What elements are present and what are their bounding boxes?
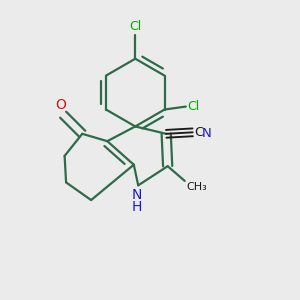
Text: Cl: Cl: [129, 20, 141, 33]
Text: Cl: Cl: [187, 100, 199, 113]
Text: H: H: [132, 200, 142, 214]
Text: C: C: [194, 125, 204, 139]
Text: O: O: [55, 98, 66, 112]
Text: CH₃: CH₃: [186, 182, 207, 192]
Text: N: N: [202, 127, 212, 140]
Text: N: N: [132, 188, 142, 202]
